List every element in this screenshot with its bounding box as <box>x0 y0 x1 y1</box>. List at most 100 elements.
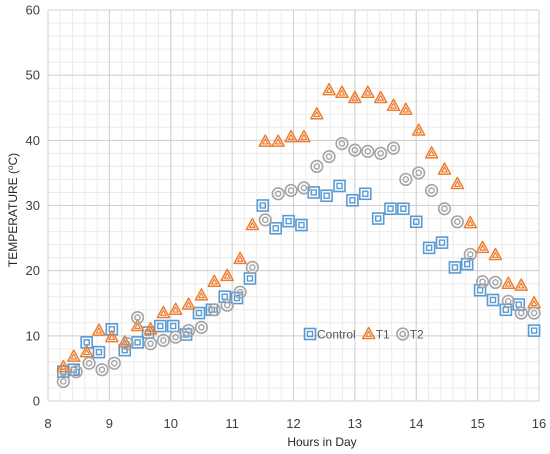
point-control <box>92 345 106 359</box>
point-t2 <box>412 166 426 180</box>
y-tick-label: 20 <box>26 263 40 278</box>
y-tick-label: 30 <box>26 198 40 213</box>
point-t2 <box>156 333 170 347</box>
point-t1 <box>297 129 311 143</box>
legend-marker-t2 <box>396 327 410 341</box>
point-t1 <box>488 247 503 261</box>
y-axis-title-unit: C) <box>6 153 20 166</box>
point-t1 <box>245 217 260 231</box>
point-t1 <box>194 288 209 301</box>
y-tick-label: 50 <box>26 68 40 83</box>
point-t2 <box>335 136 349 151</box>
point-control <box>448 261 462 274</box>
point-t2 <box>348 143 362 157</box>
point-t1 <box>514 278 528 291</box>
point-t2 <box>56 374 70 389</box>
point-t1 <box>56 359 71 373</box>
y-tick-label: 10 <box>26 328 40 343</box>
point-t2 <box>437 202 452 216</box>
point-t1 <box>437 162 452 175</box>
point-t2 <box>194 320 209 334</box>
x-tick-label: 8 <box>44 416 51 431</box>
point-control <box>486 293 500 307</box>
point-t2 <box>95 363 109 377</box>
point-control <box>333 179 346 193</box>
x-tick-label: 9 <box>106 416 113 431</box>
legend-item-control: Control <box>303 328 356 342</box>
point-t1 <box>475 240 490 254</box>
point-t2 <box>69 365 83 379</box>
point-t1 <box>156 305 171 319</box>
y-tick-label: 60 <box>26 3 40 18</box>
point-t1 <box>233 251 247 265</box>
point-control <box>282 214 295 228</box>
point-t1 <box>92 323 106 336</box>
point-t2 <box>514 306 528 320</box>
svg-text:TEMPERATURE (oC): TEMPERATURE (oC) <box>6 153 20 267</box>
x-axis-tick-labels: 8 9 10 11 12 13 14 15 16 <box>44 416 546 431</box>
point-t2 <box>169 330 183 344</box>
point-t2 <box>107 356 121 370</box>
point-t2 <box>233 285 247 299</box>
point-t1 <box>411 123 426 136</box>
point-t1 <box>348 90 362 104</box>
point-t2 <box>475 275 490 289</box>
point-t2 <box>386 141 401 155</box>
legend-marker-t1 <box>361 326 376 340</box>
point-control <box>346 193 359 207</box>
point-t1 <box>67 349 81 362</box>
y-axis-tick-labels: 0 10 20 30 40 50 60 <box>26 3 40 409</box>
point-t2 <box>181 324 196 338</box>
point-t1 <box>335 85 349 99</box>
legend-label-control: Control <box>317 328 356 342</box>
point-t1 <box>181 297 196 310</box>
legend-label-t1: T1 <box>376 328 390 342</box>
x-tick-label: 16 <box>532 416 546 431</box>
point-t1 <box>463 215 478 229</box>
y-tick-label: 40 <box>26 133 40 148</box>
series-t2 <box>56 136 541 389</box>
point-control <box>320 189 333 203</box>
point-t2 <box>322 150 336 164</box>
point-t2 <box>310 159 324 173</box>
y-axis-title: TEMPERATURE (oC) <box>6 153 20 267</box>
legend-item-t1: T1 <box>361 326 390 342</box>
point-t2 <box>120 337 134 351</box>
point-t2 <box>527 306 541 320</box>
legend: Control T1 T2 <box>303 326 424 342</box>
point-control <box>384 202 397 216</box>
point-control <box>422 241 436 255</box>
point-t2 <box>463 247 477 261</box>
point-control <box>295 218 308 232</box>
point-control <box>269 222 283 235</box>
point-t1 <box>450 176 465 190</box>
point-t1 <box>271 134 285 147</box>
point-t2 <box>361 144 375 159</box>
point-t2 <box>424 183 439 198</box>
point-control <box>435 236 449 249</box>
point-t1 <box>386 98 401 112</box>
x-tick-label: 14 <box>409 416 423 431</box>
point-control <box>409 215 423 229</box>
point-control <box>154 319 167 333</box>
point-t2 <box>271 187 285 201</box>
point-t1 <box>168 302 183 316</box>
point-t2 <box>143 337 158 351</box>
series-control <box>57 179 541 378</box>
point-control <box>371 212 385 225</box>
point-t2 <box>297 181 311 195</box>
point-t1 <box>284 129 298 143</box>
point-t2 <box>450 215 464 229</box>
x-tick-label: 13 <box>348 416 362 431</box>
x-tick-label: 15 <box>470 416 484 431</box>
point-t2 <box>82 356 96 370</box>
point-t2 <box>501 294 515 308</box>
point-t1 <box>105 329 119 343</box>
point-t2 <box>258 213 272 227</box>
point-t1 <box>79 344 94 358</box>
point-t2 <box>207 303 221 317</box>
point-t1 <box>361 85 375 99</box>
point-t1 <box>501 276 516 289</box>
point-t2 <box>399 172 413 187</box>
